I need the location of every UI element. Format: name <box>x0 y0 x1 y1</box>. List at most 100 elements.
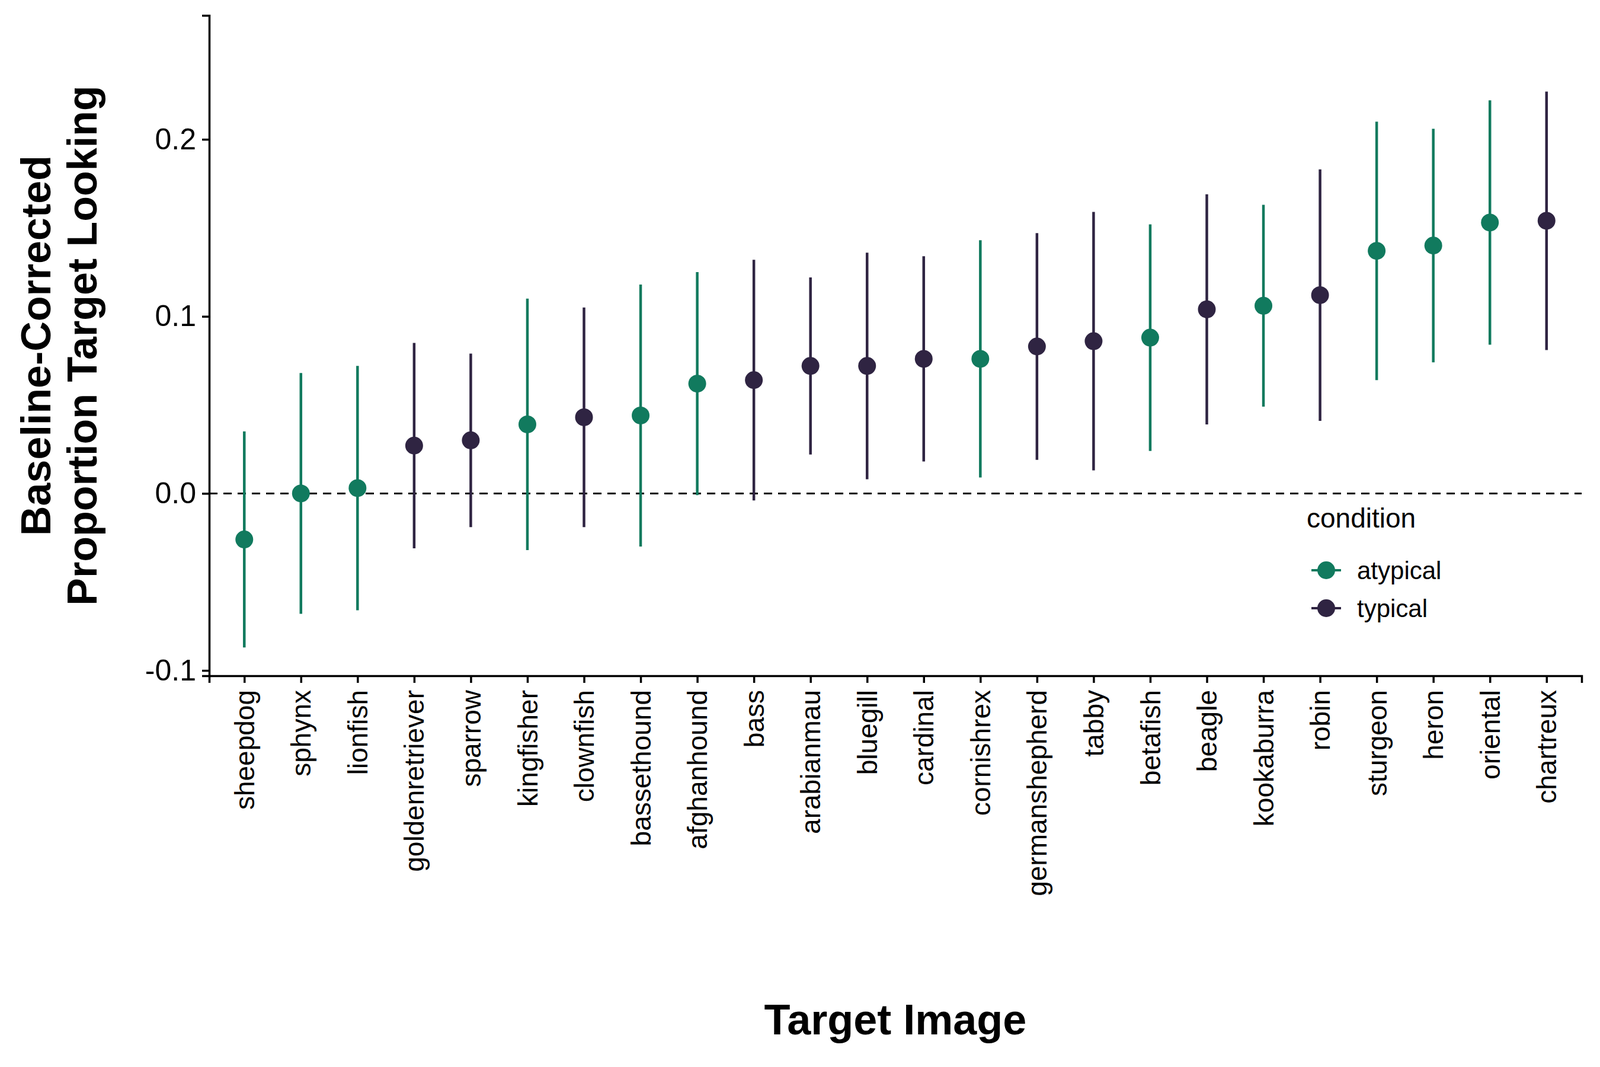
x-tick: tabby <box>1078 675 1110 757</box>
x-tick-label: beagle <box>1191 689 1223 772</box>
point <box>292 484 310 502</box>
x-tick-label: kookaburra <box>1248 689 1280 827</box>
legend-marker <box>1317 561 1336 579</box>
point <box>518 415 537 434</box>
point <box>971 349 990 368</box>
x-tick-mark <box>526 675 530 683</box>
x-tick-mark <box>1432 675 1435 683</box>
x-tick-label: cardinal <box>908 689 940 786</box>
x-tick-label: sheepdog <box>229 689 261 810</box>
chart: -0.10.00.10.2sheepdogsphynxlionfishgolde… <box>0 0 1600 1067</box>
y-axis: -0.10.00.10.2 <box>145 16 210 687</box>
x-tick-label: cornishrex <box>965 689 997 816</box>
y-axis-title: Baseline-Corrected <box>13 155 60 536</box>
x-tick-mark <box>469 675 473 683</box>
x-tick-label: bluegill <box>852 689 883 775</box>
point <box>1311 286 1330 304</box>
x-tick-label: germanshepherd <box>1021 689 1053 896</box>
x-tick: sheepdog <box>229 675 261 810</box>
x-tick-label: oriental <box>1474 689 1506 780</box>
x-tick-label: clownfish <box>568 689 600 802</box>
y-tick-label: -0.1 <box>145 653 197 687</box>
x-tick: beagle <box>1191 675 1223 772</box>
x-tick-mark <box>300 675 303 683</box>
plot-area <box>209 91 1582 648</box>
x-tick-label: heron <box>1418 689 1449 760</box>
x-tick-mark <box>1092 675 1096 683</box>
x-tick: arabianmau <box>795 675 827 834</box>
x-tick-mark <box>1036 675 1039 683</box>
x-tick-label: sparrow <box>455 689 487 787</box>
point <box>1084 332 1103 351</box>
point <box>1424 236 1443 255</box>
x-tick: cardinal <box>908 675 940 786</box>
y-tick-label: 0.1 <box>154 299 197 333</box>
x-tick-mark <box>923 675 926 683</box>
legend-label: typical <box>1357 594 1428 623</box>
y-tick: -0.1 <box>145 653 210 687</box>
x-tick-mark <box>1376 675 1379 683</box>
x-tick-mark <box>866 675 869 683</box>
x-tick: heron <box>1418 675 1449 760</box>
x-tick-mark <box>1149 675 1152 683</box>
x-tick: oriental <box>1474 675 1506 780</box>
y-tick: 0.1 <box>154 299 210 333</box>
point <box>1197 300 1216 319</box>
x-tick-mark <box>753 675 756 683</box>
y-axis-line <box>202 16 210 677</box>
x-tick-label: robin <box>1304 689 1336 751</box>
x-tick: germanshepherd <box>1021 675 1053 896</box>
x-tick-mark <box>583 675 586 683</box>
point <box>461 431 480 450</box>
x-tick-label: tabby <box>1078 689 1110 757</box>
x-tick: clownfish <box>568 675 600 802</box>
x-tick-label: arabianmau <box>795 689 827 834</box>
point <box>1028 337 1046 355</box>
x-tick-label: sturgeon <box>1361 689 1393 796</box>
x-axis: sheepdog sphynx lionfish goldenretriever spa… <box>209 675 1583 896</box>
x-tick: sphynx <box>285 675 317 777</box>
point <box>1367 241 1386 260</box>
point <box>744 370 763 389</box>
point <box>405 436 424 455</box>
point <box>348 478 367 497</box>
x-tick-label: goldenretriever <box>398 689 430 872</box>
point <box>575 408 594 427</box>
x-tick-mark <box>1319 675 1322 683</box>
x-tick-label: betafish <box>1135 689 1167 786</box>
x-axis-line <box>209 676 1583 684</box>
x-tick: sturgeon <box>1361 675 1393 796</box>
x-tick: lionfish <box>342 675 374 775</box>
point <box>688 374 707 393</box>
x-tick-mark <box>1546 675 1549 683</box>
x-tick-label: afghanhound <box>682 689 713 850</box>
series-typical <box>405 91 1556 549</box>
series-atypical <box>235 100 1499 648</box>
x-tick-mark <box>696 675 699 683</box>
x-tick: sparrow <box>455 675 487 787</box>
y-tick-mark <box>202 669 210 672</box>
point <box>235 530 254 549</box>
point <box>914 349 933 368</box>
x-tick: betafish <box>1135 675 1167 786</box>
point <box>631 406 650 425</box>
y-tick-label: 0.2 <box>154 122 197 156</box>
x-tick-mark <box>413 675 416 683</box>
x-tick-mark <box>809 675 812 683</box>
x-tick-mark <box>356 675 360 683</box>
x-tick: goldenretriever <box>398 675 430 872</box>
x-tick-label: sphynx <box>285 689 317 777</box>
legend-title: condition <box>1306 502 1416 534</box>
y-tick-mark <box>202 315 210 318</box>
y-tick-mark <box>202 492 210 495</box>
x-tick: bass <box>738 675 770 748</box>
point <box>1537 211 1556 230</box>
x-tick: cornishrex <box>965 675 997 816</box>
point <box>1480 213 1499 232</box>
x-tick: robin <box>1304 675 1336 751</box>
point <box>858 356 876 375</box>
x-tick-mark <box>1489 675 1492 683</box>
x-axis-title: Target Image <box>764 995 1027 1043</box>
x-tick: kookaburra <box>1248 675 1280 827</box>
legend-label: atypical <box>1357 556 1442 585</box>
